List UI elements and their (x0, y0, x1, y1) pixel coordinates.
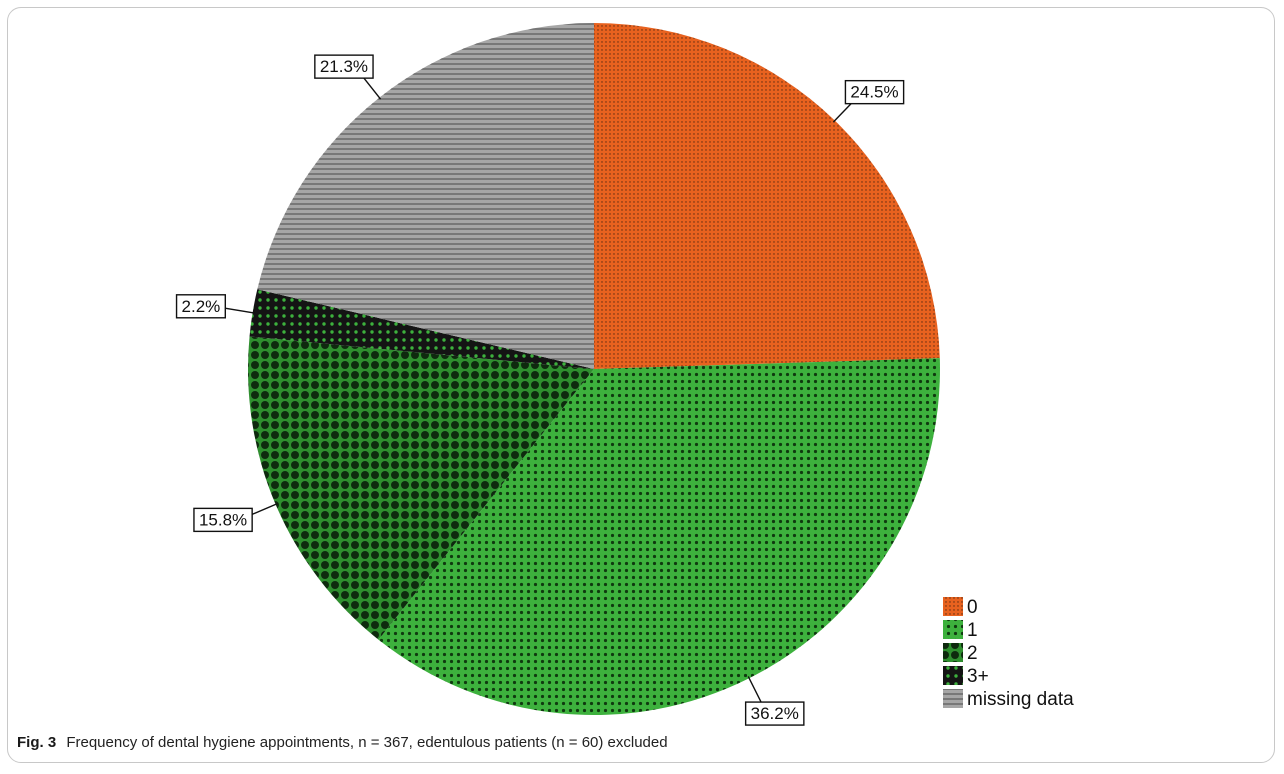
legend-label-0: 0 (967, 597, 978, 618)
legend-label-2: 2 (967, 643, 978, 664)
leader-line-3 (224, 307, 255, 314)
pie-slice-2 (248, 336, 595, 640)
pie-value-labels: 24.5% 36.2% 15.8% 2.2% 21.3% (175, 54, 905, 726)
value-label-box-missing-data (314, 54, 374, 79)
legend-label-1: 1 (967, 620, 978, 641)
leader-line-missing-data (361, 75, 382, 100)
pie-slice-missing-data (257, 23, 594, 369)
legend-swatch-3 (943, 666, 963, 685)
value-label-missing-data: 21.3% (320, 57, 368, 76)
legend-swatch-missing-data (943, 689, 963, 708)
pie-slices (248, 23, 940, 715)
value-label-2: 15.8% (199, 510, 247, 529)
pie-slice-1 (378, 358, 940, 715)
value-label-3: 2.2% (182, 297, 221, 316)
value-label-0: 24.5% (850, 83, 898, 102)
leader-line-1 (747, 676, 763, 704)
value-label-box-0 (844, 79, 905, 105)
leader-line-2 (249, 502, 278, 517)
value-label-box-1 (744, 701, 805, 726)
legend-label-3: 3+ (967, 666, 989, 687)
caption-text: Frequency of dental hygiene appointments… (66, 734, 668, 751)
figure-caption: Fig. 3 Frequency of dental hygiene appoi… (17, 734, 668, 751)
figure-number: Fig. 3 (17, 734, 57, 751)
legend-swatch-0 (943, 597, 963, 616)
value-label-1: 36.2% (751, 704, 799, 723)
legend-swatch-1 (943, 620, 963, 639)
legend-label-missing-data: missing data (967, 689, 1074, 710)
legend-swatch-2 (943, 643, 963, 662)
pie-slice-0 (594, 23, 940, 369)
value-label-box-3 (175, 294, 227, 319)
value-label-box-2 (193, 507, 253, 533)
pie-slice-3 (249, 289, 594, 369)
